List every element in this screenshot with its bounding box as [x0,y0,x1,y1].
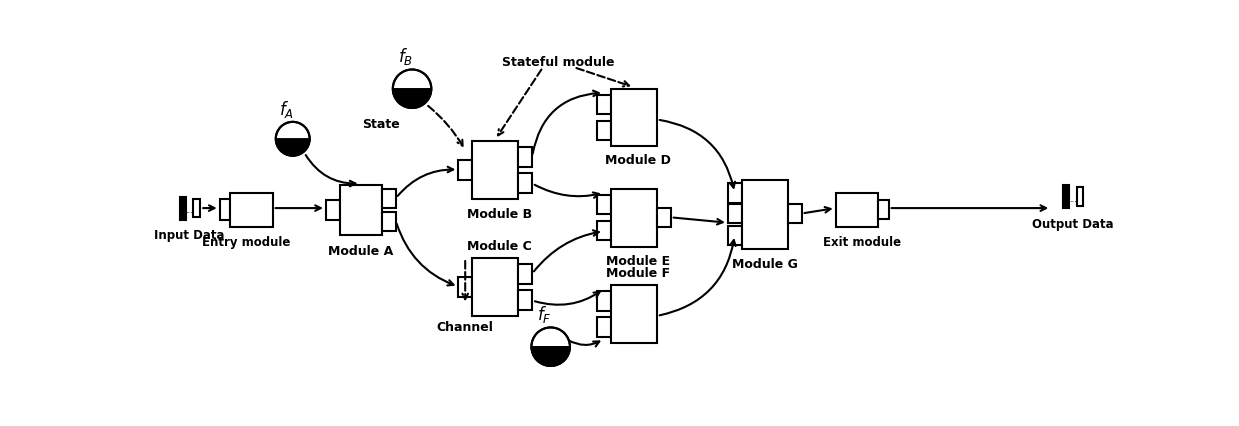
Bar [597,291,611,311]
Text: Channel: Channel [437,320,493,333]
Bar [180,197,186,220]
Bar [788,205,802,224]
Bar [1077,188,1083,206]
Bar [611,190,657,247]
Bar [472,259,518,316]
Text: $f_B$: $f_B$ [399,46,414,67]
Text: $f_F$: $f_F$ [538,304,551,325]
Bar [518,291,533,310]
Text: Stateful module: Stateful module [502,56,615,69]
Bar [727,205,742,224]
Bar [611,89,657,147]
Text: Input Data: Input Data [155,229,224,242]
Bar [518,148,533,167]
Bar [597,122,611,141]
Circle shape [532,328,570,366]
Text: Module B: Module B [467,207,532,220]
Bar [657,209,670,228]
Bar [458,161,472,180]
Text: Exit module: Exit module [823,236,901,248]
Bar [878,201,888,219]
Bar [1063,186,1069,209]
Bar [727,226,742,245]
Bar [382,190,396,209]
Text: Module E: Module E [606,255,670,268]
Circle shape [276,123,310,156]
Polygon shape [276,139,310,156]
Bar [339,186,382,236]
Bar [597,222,611,241]
Bar [382,213,396,232]
Bar [458,278,472,297]
Bar [472,142,518,199]
Text: $f_A$: $f_A$ [279,98,294,119]
Text: Module D: Module D [605,153,670,166]
Text: Module F: Module F [606,266,670,279]
Polygon shape [393,89,431,109]
Bar [193,199,199,218]
Bar [835,193,878,228]
Bar [597,96,611,115]
Text: State: State [362,118,400,131]
Bar [611,285,657,343]
Bar [219,199,230,221]
Text: Module G: Module G [732,257,798,270]
Circle shape [393,70,431,109]
Text: ...: ... [1069,194,1077,203]
Bar [597,318,611,337]
Bar [727,184,742,203]
Bar [326,201,339,220]
Text: Entry module: Entry module [202,236,290,248]
Bar [518,174,533,193]
Text: ...: ... [186,206,193,215]
Text: Module C: Module C [467,239,532,252]
Bar [518,265,533,284]
Bar [230,193,273,228]
Bar [742,180,788,249]
Bar [597,196,611,215]
Polygon shape [532,347,570,366]
Text: Module A: Module A [328,245,393,258]
Text: Output Data: Output Data [1032,217,1114,230]
